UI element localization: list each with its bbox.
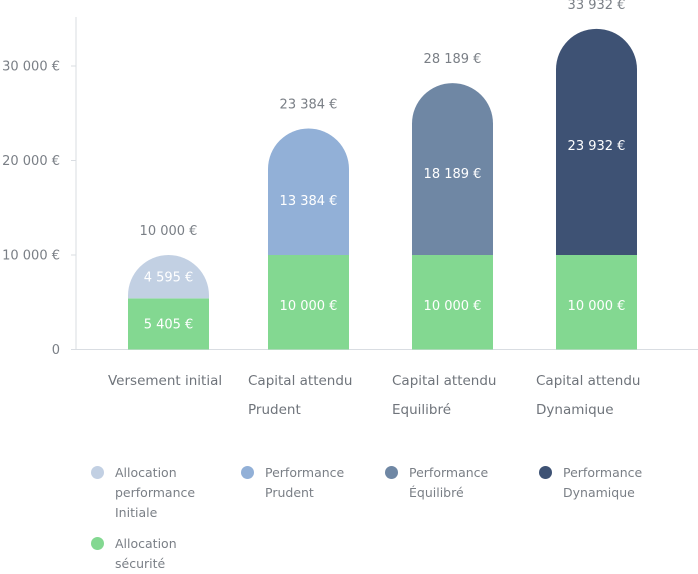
bar-total-label: 23 384 €: [280, 98, 338, 113]
bar-segment: [128, 255, 209, 299]
x-category-label: Versement initial: [108, 373, 222, 389]
bar-segment: [556, 255, 637, 350]
x-category-label: Prudent: [248, 402, 301, 418]
bar-segment-label: 4 595 €: [144, 271, 194, 286]
x-category-label: Capital attendu: [392, 373, 496, 389]
bar-total-label: 28 189 €: [424, 52, 482, 67]
bar-segment-label: 13 384 €: [280, 194, 338, 209]
x-category-label: Capital attendu: [536, 373, 640, 389]
bar-total-label: 10 000 €: [140, 224, 198, 239]
bar-segment-label: 23 932 €: [568, 139, 626, 154]
bar-segment-label: 18 189 €: [424, 167, 482, 182]
y-tick-label: 20 000 €: [2, 154, 60, 169]
bar-segment-label: 5 405 €: [144, 317, 194, 332]
bar-segment: [128, 298, 209, 350]
bar-segment: [412, 255, 493, 350]
bar-segment: [412, 83, 493, 256]
bar-segment-label: 10 000 €: [568, 299, 626, 314]
bar-segment: [268, 255, 349, 350]
x-category-label: Dynamique: [536, 402, 614, 418]
y-tick-label: 30 000 €: [2, 60, 60, 75]
x-category-label: Equilibré: [392, 402, 451, 418]
bar-segment: [556, 28, 637, 255]
bar-segment-label: 10 000 €: [280, 299, 338, 314]
x-category-label: Capital attendu: [248, 373, 352, 389]
bar-segment-label: 10 000 €: [424, 299, 482, 314]
bar-segment: [268, 128, 349, 255]
y-tick-label: 10 000 €: [2, 249, 60, 264]
bar-total-label: 33 932 €: [568, 0, 626, 13]
y-tick-label: 0: [52, 343, 60, 358]
